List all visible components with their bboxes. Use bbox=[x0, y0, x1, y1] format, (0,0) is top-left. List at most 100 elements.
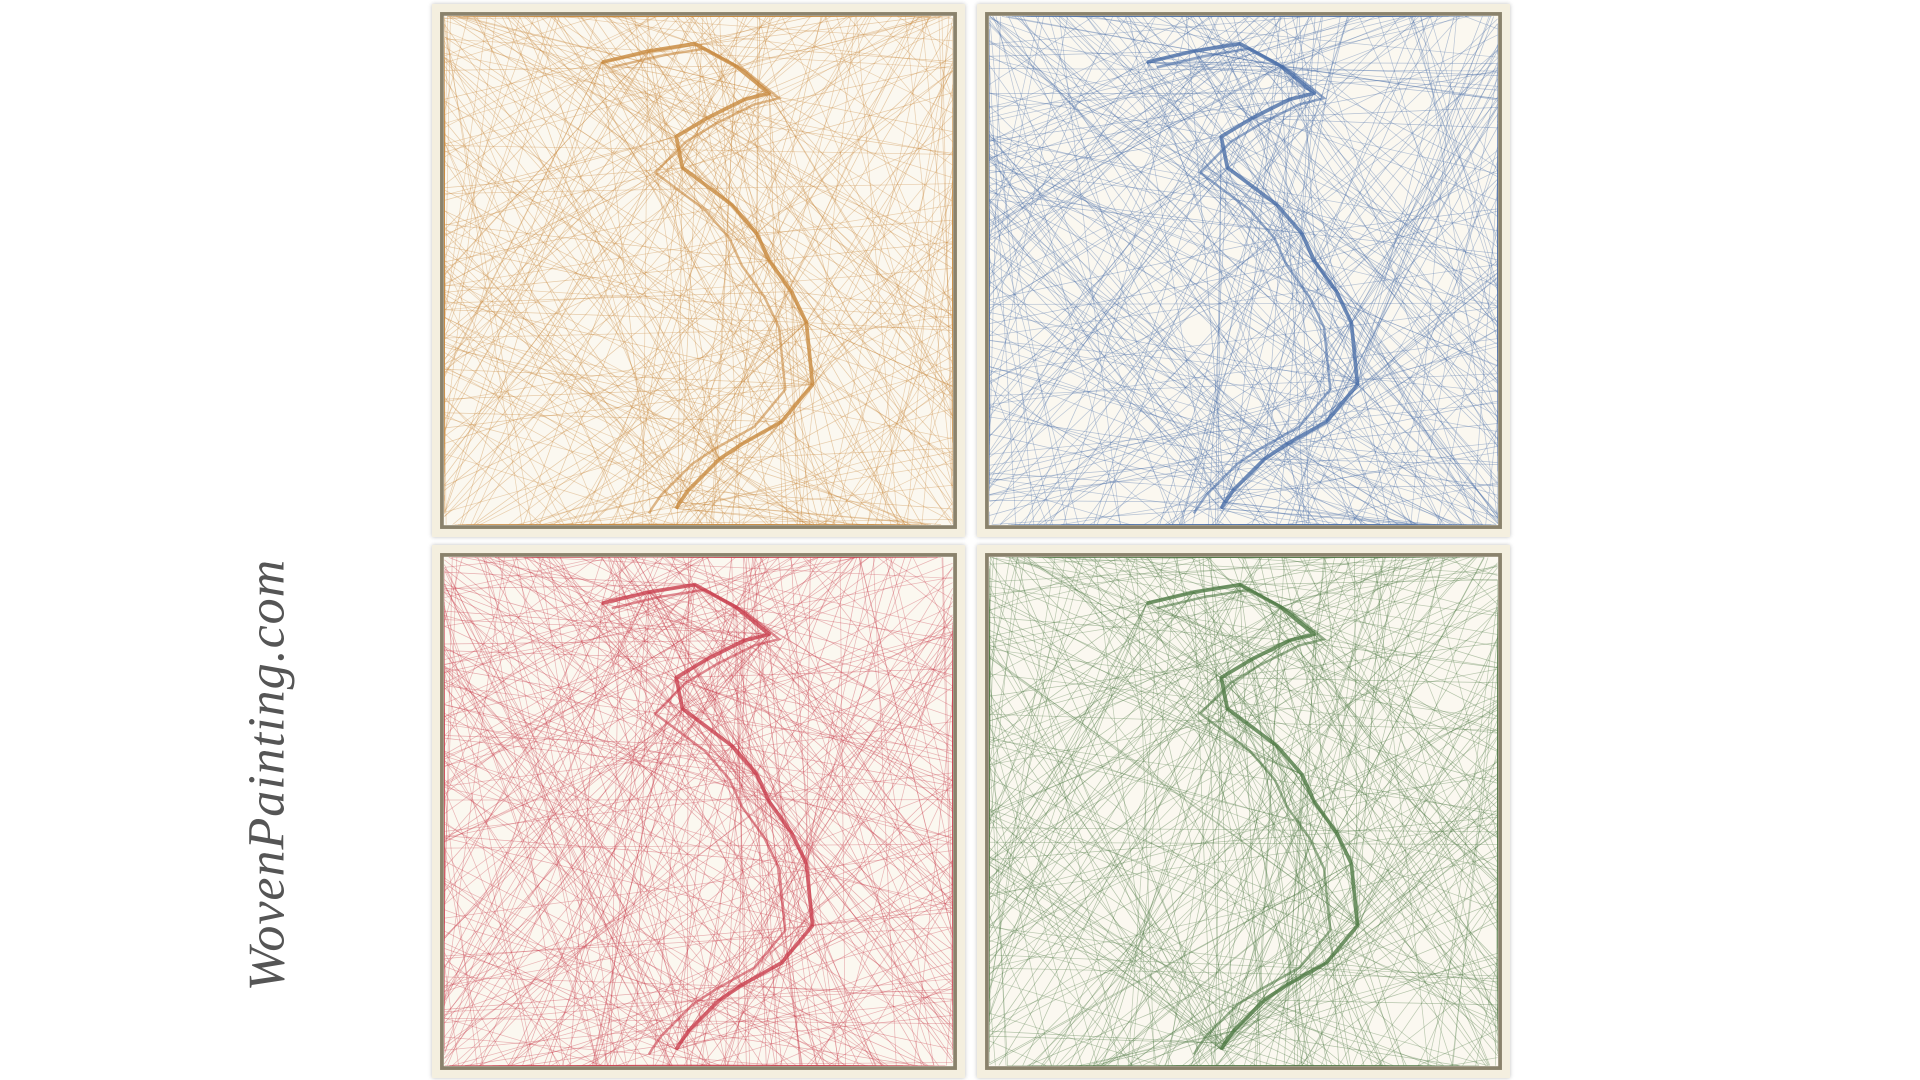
thread bbox=[741, 984, 927, 1066]
thread bbox=[444, 291, 792, 304]
thread bbox=[444, 16, 832, 237]
thread bbox=[1180, 107, 1498, 525]
thread bbox=[989, 891, 1257, 1066]
thread bbox=[810, 860, 953, 1066]
thread bbox=[444, 164, 953, 373]
thread bbox=[768, 93, 953, 302]
thread bbox=[735, 606, 747, 1066]
thread bbox=[444, 926, 953, 957]
thread bbox=[444, 567, 708, 1066]
thread bbox=[989, 915, 1053, 1066]
thread bbox=[444, 167, 683, 226]
thread bbox=[444, 57, 782, 422]
thread bbox=[444, 779, 820, 1066]
thread bbox=[444, 557, 780, 705]
thread bbox=[444, 557, 870, 905]
thread bbox=[1193, 50, 1483, 525]
thread bbox=[610, 16, 695, 45]
thread bbox=[444, 260, 770, 517]
thread bbox=[632, 557, 953, 630]
thread bbox=[1181, 16, 1408, 525]
thread bbox=[1408, 16, 1498, 292]
thread bbox=[1437, 225, 1498, 525]
thread bbox=[989, 705, 1445, 1066]
thread bbox=[1224, 501, 1280, 525]
thread bbox=[444, 57, 813, 385]
thread bbox=[444, 16, 863, 512]
thread bbox=[989, 416, 1265, 460]
thread bbox=[682, 167, 953, 316]
thread bbox=[505, 16, 792, 292]
thread bbox=[760, 557, 935, 1066]
thread bbox=[735, 606, 953, 880]
thread bbox=[1313, 633, 1498, 809]
thread bbox=[1336, 557, 1485, 833]
thread bbox=[904, 16, 953, 486]
thread bbox=[519, 16, 720, 460]
thread bbox=[989, 557, 1084, 923]
thread bbox=[1159, 99, 1290, 525]
thread bbox=[444, 360, 447, 525]
thread bbox=[1215, 984, 1288, 1066]
thread bbox=[675, 236, 953, 509]
thread bbox=[726, 832, 792, 1066]
thread bbox=[1023, 43, 1241, 525]
thread bbox=[444, 60, 858, 525]
thread bbox=[444, 99, 745, 340]
thread bbox=[688, 865, 953, 1032]
thread bbox=[565, 1062, 953, 1066]
thread bbox=[670, 557, 953, 707]
thread bbox=[682, 167, 846, 525]
thread bbox=[1227, 708, 1498, 1012]
thread bbox=[989, 606, 1281, 814]
thread bbox=[1011, 557, 1498, 731]
thread bbox=[1357, 384, 1498, 524]
thread bbox=[1131, 16, 1392, 525]
thread bbox=[1429, 16, 1498, 246]
thread bbox=[989, 134, 1265, 460]
thread bbox=[1360, 886, 1498, 1066]
thread bbox=[991, 16, 1446, 525]
thread bbox=[989, 16, 1302, 234]
thread bbox=[719, 458, 926, 525]
thread bbox=[989, 136, 1222, 409]
thread bbox=[1233, 16, 1281, 490]
thread bbox=[1305, 16, 1490, 525]
thread bbox=[1145, 557, 1498, 883]
thread bbox=[607, 557, 711, 1066]
thread bbox=[1048, 16, 1186, 525]
thread bbox=[444, 417, 851, 525]
thread bbox=[989, 16, 1250, 296]
thread bbox=[444, 605, 535, 1066]
thread bbox=[1221, 136, 1498, 268]
thread bbox=[476, 322, 807, 525]
thread bbox=[1472, 180, 1498, 525]
thread bbox=[448, 557, 708, 660]
thread bbox=[444, 50, 650, 404]
thread bbox=[444, 62, 603, 376]
thread bbox=[989, 16, 1282, 452]
thread bbox=[682, 557, 792, 833]
thread bbox=[1382, 147, 1498, 525]
thread bbox=[921, 189, 953, 525]
thread bbox=[989, 161, 1498, 366]
thread bbox=[1378, 892, 1498, 1066]
thread bbox=[805, 557, 811, 864]
thread bbox=[989, 16, 1416, 168]
thread bbox=[1326, 962, 1384, 1066]
thread bbox=[989, 218, 1226, 503]
thread bbox=[1224, 16, 1498, 375]
thread bbox=[444, 591, 650, 998]
thread bbox=[507, 16, 681, 503]
thread bbox=[444, 50, 650, 431]
thread bbox=[1073, 16, 1498, 58]
thread bbox=[483, 557, 565, 1066]
thread bbox=[447, 557, 659, 1066]
thread bbox=[1136, 557, 1155, 1066]
thread bbox=[590, 322, 807, 525]
thread bbox=[713, 16, 739, 525]
thread bbox=[1217, 458, 1265, 525]
thread bbox=[875, 167, 953, 525]
thread bbox=[601, 602, 953, 901]
thread bbox=[444, 16, 657, 116]
